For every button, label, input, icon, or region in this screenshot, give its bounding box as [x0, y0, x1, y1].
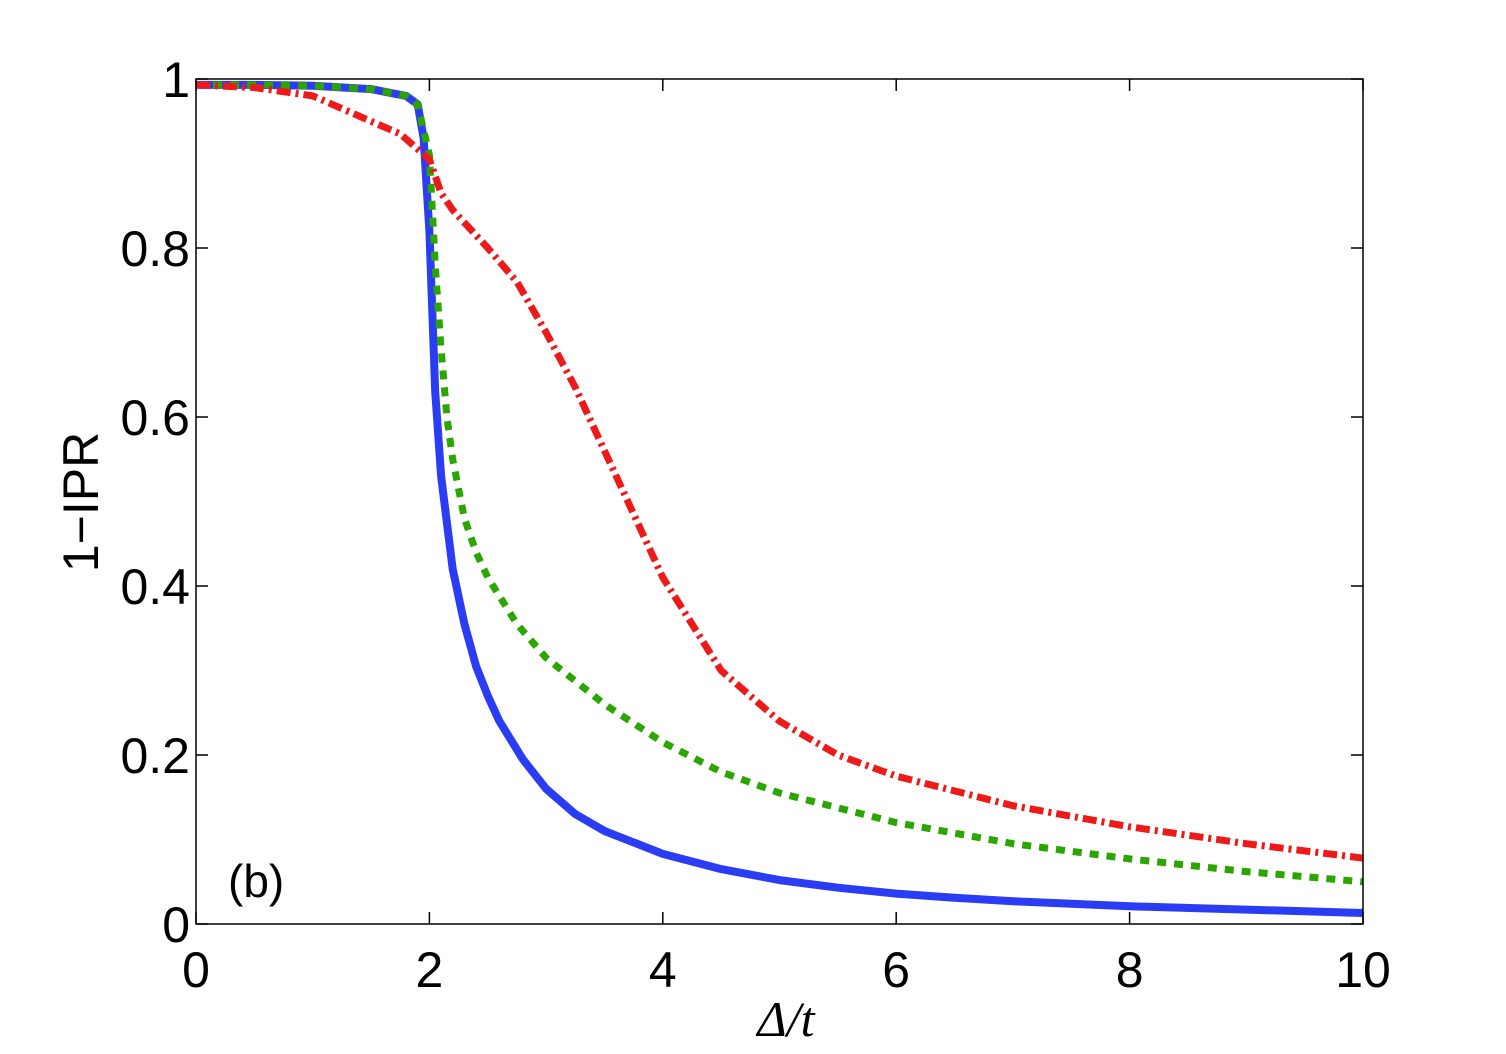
x-tick-label: 10 [1335, 942, 1391, 998]
x-axis-title: Δ/t [755, 991, 815, 1047]
y-tick-label: 0 [162, 897, 190, 953]
x-tick-label: 8 [1116, 942, 1144, 998]
y-axis-title: 1−IPR [53, 432, 109, 572]
x-tick-label: 6 [882, 942, 910, 998]
series-line-dashdot [195, 81, 1364, 862]
series-layer [195, 80, 1364, 917]
x-tick-label: 0 [182, 942, 210, 998]
annotation-label: (b) [228, 855, 284, 907]
y-tick-label: 0.8 [120, 221, 190, 277]
plot-frame [195, 78, 1364, 925]
y-tick-label: 1 [162, 52, 190, 108]
y-tick-label: 0.6 [120, 390, 190, 446]
series-line-solid [196, 80, 1364, 917]
series-line-dotted [196, 81, 1364, 886]
tick-layer: 0 2 4 6 8 10 0 0.2 0.4 0.6 0.8 1 [120, 52, 1390, 998]
x-tick-label: 4 [649, 942, 677, 998]
y-tick-label: 0.4 [120, 559, 190, 615]
x-tick-label: 2 [415, 942, 443, 998]
y-tick-label: 0.2 [120, 728, 190, 784]
plot-area [196, 79, 1363, 924]
